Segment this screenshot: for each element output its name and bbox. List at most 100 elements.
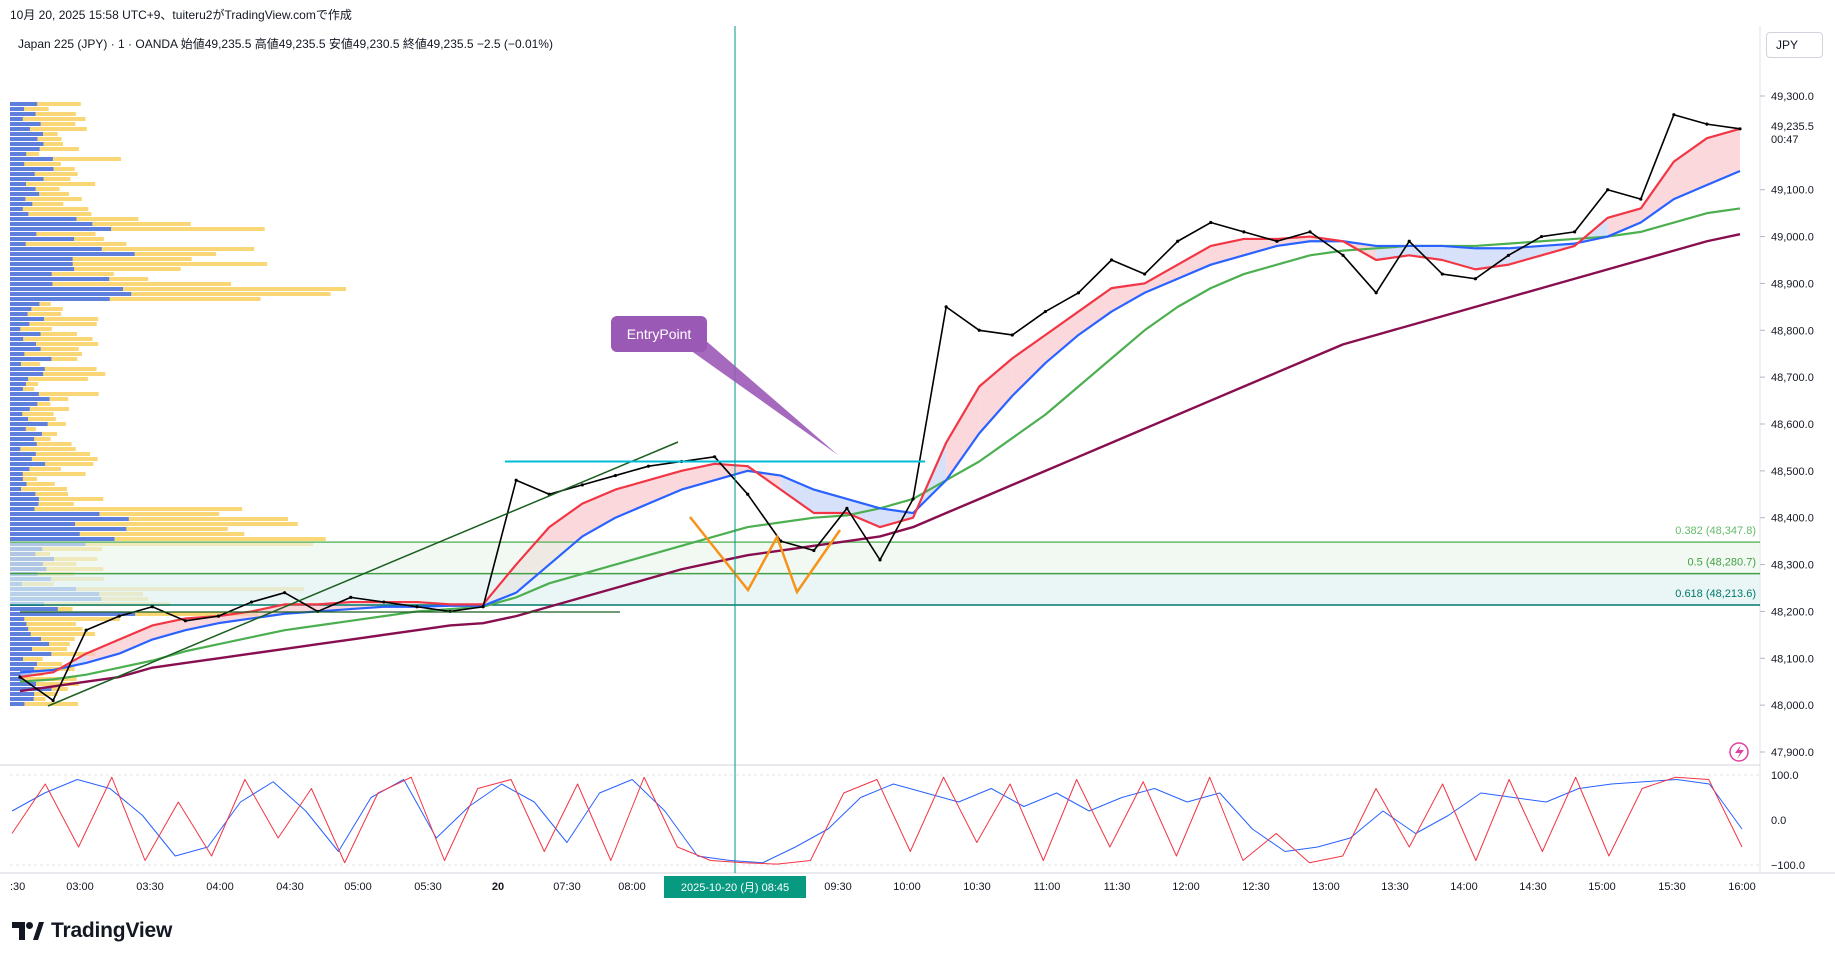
- volume-bar-sell: [10, 442, 72, 446]
- price-tick-label: 48,200.0: [1771, 606, 1814, 618]
- time-tick-label: 16:00: [1728, 881, 1756, 893]
- volume-bar-buy: [10, 487, 22, 491]
- volume-bar-sell: [10, 462, 94, 466]
- volume-bar-sell: [10, 377, 88, 381]
- ribbon-segment: [1111, 283, 1145, 312]
- volume-bar-buy: [10, 287, 124, 291]
- volume-bar-buy: [10, 477, 23, 481]
- ribbon-segment: [615, 480, 649, 518]
- ribbon-segment: [681, 463, 715, 490]
- volume-bar-sell: [10, 312, 62, 316]
- volume-bar-sell: [10, 282, 232, 286]
- volume-bar-buy: [10, 492, 36, 496]
- price-point: [1076, 291, 1081, 295]
- volume-bar-buy: [10, 417, 29, 421]
- bar-countdown-label: 00:47: [1771, 134, 1799, 146]
- volume-bar-sell: [10, 392, 99, 396]
- price-point: [713, 455, 717, 459]
- volume-bar-buy: [10, 677, 23, 681]
- volume-bar-buy: [10, 192, 40, 196]
- alert-lightning-icon: [1729, 742, 1749, 762]
- volume-bar-sell: [10, 472, 86, 476]
- volume-bar-buy: [10, 472, 23, 476]
- volume-bar-buy: [10, 322, 30, 326]
- price-point: [1506, 253, 1511, 257]
- price-tick-label: 48,500.0: [1771, 466, 1814, 478]
- time-tick-label: 13:00: [1312, 881, 1340, 893]
- ribbon-segment: [1078, 288, 1112, 335]
- volume-bar-buy: [10, 457, 32, 461]
- tradingview-wordmark: TradingView: [51, 919, 173, 942]
- price-point: [84, 628, 88, 632]
- volume-bar-sell: [10, 107, 49, 111]
- volume-bar-buy: [10, 467, 30, 471]
- volume-bar-buy: [10, 682, 36, 686]
- volume-bar-sell: [10, 117, 86, 121]
- volume-bar-buy: [10, 342, 36, 346]
- currency-button[interactable]: JPY: [1766, 32, 1823, 58]
- volume-bar-sell: [10, 272, 114, 276]
- fib-level-label: 0.618 (48,213.6): [1675, 588, 1756, 600]
- volume-bar-buy: [10, 122, 41, 126]
- price-point: [415, 605, 419, 609]
- price-axis[interactable]: 49,300.0 49,100.0 49,000.0 48,900.0 48,800.0…: [1729, 91, 1814, 762]
- volume-bar-sell: [10, 667, 75, 671]
- fib-zone-upper: [10, 542, 1760, 574]
- price-point: [1473, 277, 1477, 281]
- volume-bar-buy: [10, 142, 44, 146]
- volume-bar-buy: [10, 227, 112, 231]
- volume-bar-sell: [10, 652, 96, 656]
- stochastic-oscillator-pane: [10, 774, 1760, 866]
- price-point: [944, 305, 948, 309]
- volume-bar-sell: [10, 512, 220, 516]
- volume-bar-buy: [10, 267, 75, 271]
- volume-bar-buy: [10, 517, 129, 521]
- tradingview-logo[interactable]: TradingView: [12, 919, 172, 943]
- time-tick-label: 15:00: [1588, 881, 1616, 893]
- volume-bar-buy: [10, 207, 23, 211]
- volume-bar-buy: [10, 182, 26, 186]
- volume-bar-sell: [10, 407, 70, 411]
- volume-bar-buy: [10, 627, 29, 631]
- ribbon-segment: [1045, 311, 1079, 364]
- volume-bar-buy: [10, 657, 23, 661]
- volume-bar-sell: [10, 457, 98, 461]
- entry-point-callout[interactable]: EntryPoint: [611, 316, 838, 455]
- price-point: [1705, 122, 1709, 126]
- ribbon-segment: [1243, 238, 1277, 256]
- volume-bar-sell: [10, 262, 268, 266]
- time-tick-label: 11:00: [1034, 881, 1061, 893]
- time-tick-label: 10:30: [963, 881, 991, 893]
- volume-bar-buy: [10, 337, 24, 341]
- volume-bar-buy: [10, 437, 35, 441]
- ribbon-segment: [946, 386, 980, 481]
- price-point: [878, 558, 882, 562]
- volume-bar-sell: [10, 367, 97, 371]
- volume-bar-buy: [10, 392, 39, 396]
- price-tick-label: 48,400.0: [1771, 513, 1814, 525]
- volume-bar-sell: [10, 322, 97, 326]
- chart-grid: [0, 26, 1835, 874]
- volume-bar-buy: [10, 647, 33, 651]
- time-cursor-label: 2025-10-20 (月) 08:45: [681, 882, 789, 894]
- volume-bar-buy: [10, 397, 50, 401]
- symbol-ohlc-legend[interactable]: Japan 225 (JPY) · 1 · OANDA 始値49,235.5 高…: [18, 37, 553, 51]
- time-tick-label: 15:30: [1658, 881, 1686, 893]
- volume-bar-sell: [10, 207, 89, 211]
- time-tick-label: 05:30: [414, 881, 442, 893]
- volume-bar-buy: [10, 217, 77, 221]
- volume-bar-buy: [10, 497, 39, 501]
- volume-bar-buy: [10, 292, 132, 296]
- time-axis[interactable]: :30 03:00 03:30 04:00 04:30 05:00 05:30 20 07:30…: [10, 876, 1756, 898]
- volume-bar-buy: [10, 317, 45, 321]
- volume-bar-buy: [10, 247, 102, 251]
- volume-bar-sell: [10, 622, 76, 626]
- ribbon-segment: [979, 358, 1013, 434]
- volume-bar-buy: [10, 117, 23, 121]
- volume-bar-sell: [10, 627, 83, 631]
- volume-bar-sell: [10, 352, 82, 356]
- volume-bar-buy: [10, 327, 21, 331]
- volume-bar-sell: [10, 317, 99, 321]
- volume-bar-buy: [10, 272, 52, 276]
